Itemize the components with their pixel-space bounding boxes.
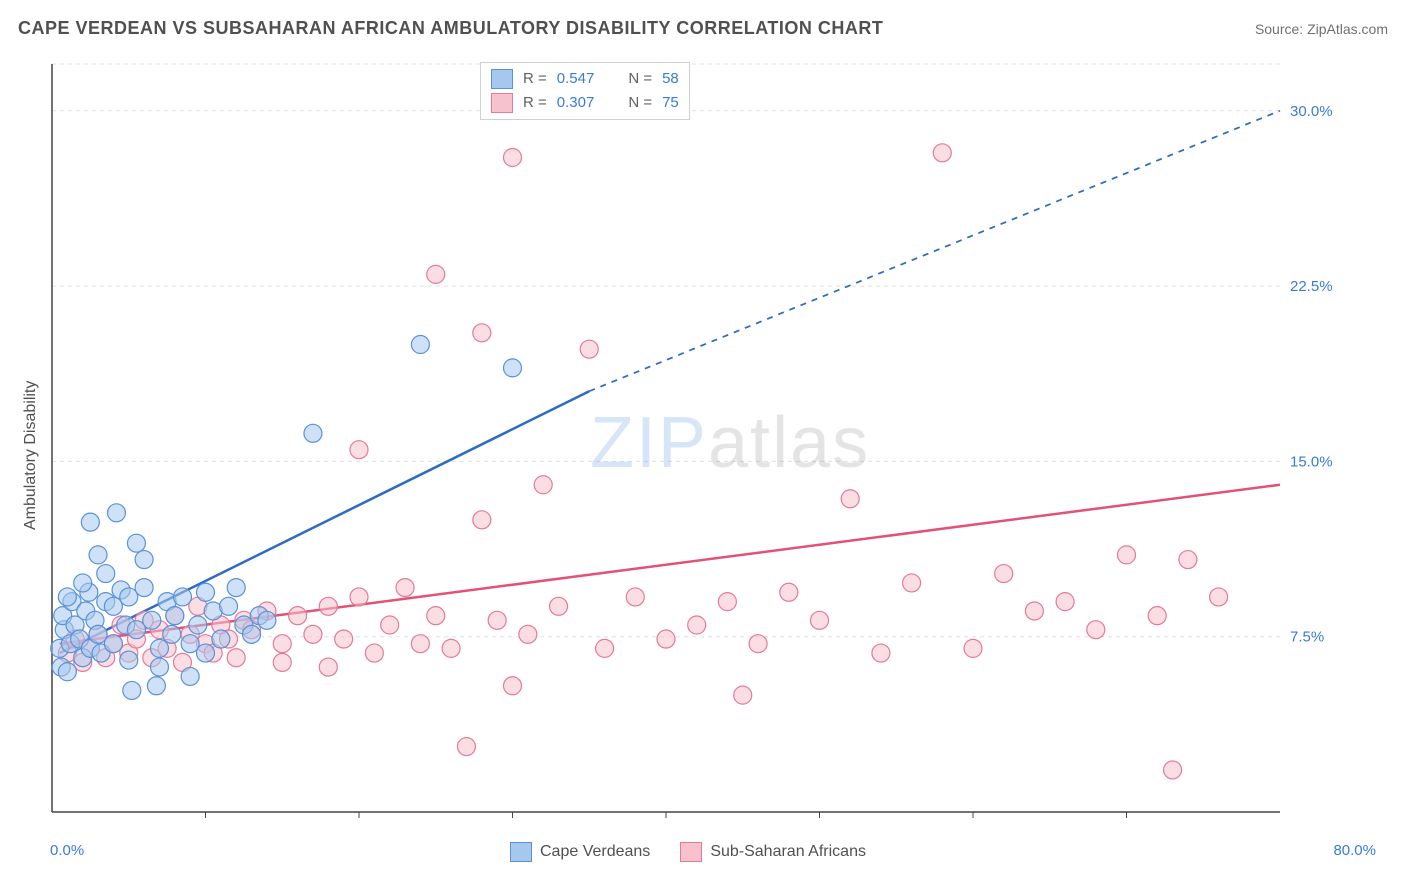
legend-item-1: Cape Verdeans: [510, 842, 650, 862]
legend-item-2: Sub-Saharan Africans: [680, 842, 866, 862]
y-axis-label: Ambulatory Disability: [22, 381, 40, 530]
svg-text:22.5%: 22.5%: [1290, 278, 1333, 295]
legend-label-1: Cape Verdeans: [540, 843, 650, 861]
chart-title: CAPE VERDEAN VS SUBSAHARAN AFRICAN AMBUL…: [18, 18, 883, 39]
swatch-series-1: [491, 69, 513, 89]
legend: Cape Verdeans Sub-Saharan Africans: [510, 842, 866, 862]
svg-text:30.0%: 30.0%: [1290, 103, 1333, 120]
stats-row-2: R = 0.307 N = 75: [491, 91, 679, 115]
scatter-chart: 7.5% 15.0% 22.5% 30.0%: [50, 62, 1340, 832]
svg-text:15.0%: 15.0%: [1290, 453, 1333, 470]
x-tick-0: 0.0%: [50, 842, 84, 859]
swatch-series-2: [491, 93, 513, 113]
x-tick-1: 80.0%: [1333, 842, 1376, 859]
legend-swatch-2: [680, 842, 702, 862]
legend-label-2: Sub-Saharan Africans: [710, 843, 866, 861]
stats-row-1: R = 0.547 N = 58: [491, 67, 679, 91]
chart-area: 7.5%15.0%22.5%30.0% ZIPatlas R = 0.547 N…: [50, 62, 1340, 832]
svg-text:7.5%: 7.5%: [1290, 629, 1324, 646]
stats-box: R = 0.547 N = 58 R = 0.307 N = 75: [480, 62, 690, 120]
source-label: Source: ZipAtlas.com: [1255, 21, 1388, 37]
legend-swatch-1: [510, 842, 532, 862]
